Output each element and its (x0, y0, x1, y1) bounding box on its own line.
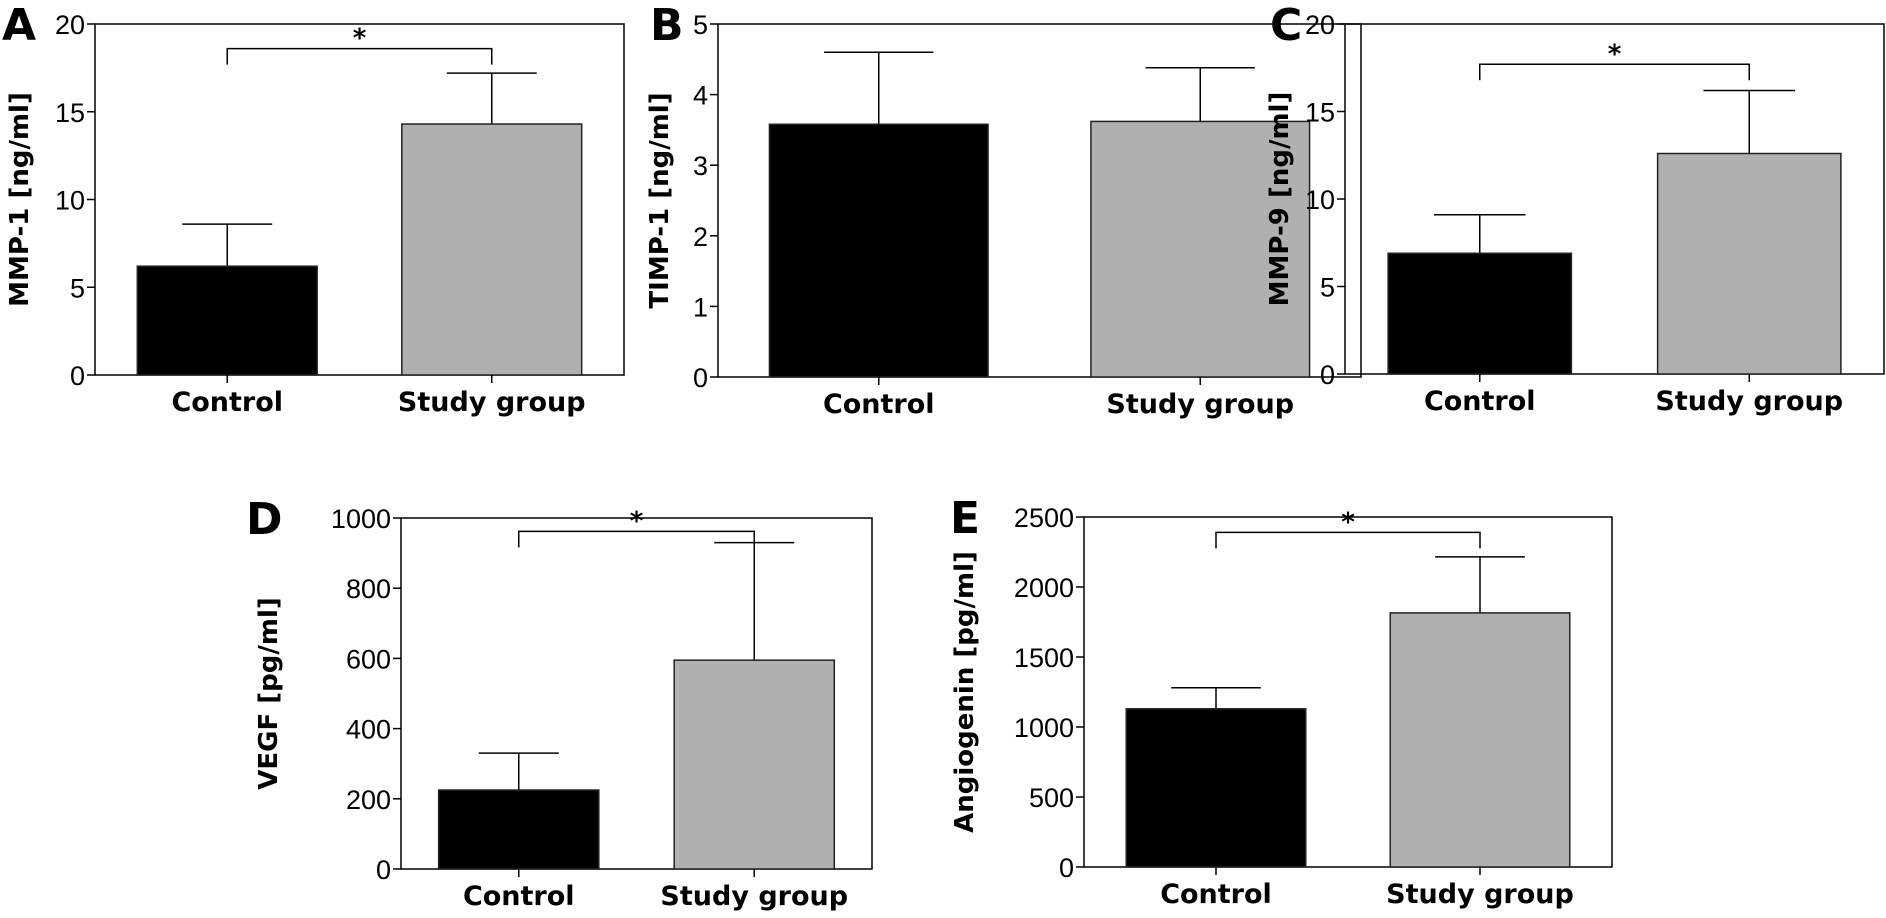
y-tick-label: 10 (1305, 185, 1335, 215)
panel-letter: E (950, 493, 980, 544)
y-tick-label: 0 (70, 361, 85, 391)
x-tick-label: Control (1160, 879, 1272, 910)
y-tick-label: 2 (693, 222, 708, 252)
y-axis-title: Angiogenin [pg/ml] (950, 551, 980, 833)
bar-control (136, 265, 318, 376)
plot-frame (717, 23, 1362, 378)
plot-frame (400, 517, 873, 870)
x-tick-label: Control (1424, 386, 1536, 417)
y-tick-label: 0 (376, 855, 391, 885)
x-tick-label: Control (171, 387, 283, 418)
bar-control (768, 123, 989, 378)
y-tick-label: 2500 (1014, 503, 1074, 533)
x-tick-label: Study group (398, 387, 586, 418)
y-tick-label: 400 (346, 715, 391, 745)
y-tick-label: 5 (693, 10, 708, 40)
y-tick-label: 2000 (1014, 573, 1074, 603)
y-tick-label: 0 (693, 363, 708, 393)
plot-frame (1083, 516, 1613, 868)
panel-letter: D (246, 494, 283, 545)
x-tick-label: Study group (1655, 386, 1843, 417)
significance-marker: * (353, 24, 367, 54)
y-tick-label: 0 (1320, 360, 1335, 390)
y-tick-label: 3 (693, 151, 708, 181)
y-tick-label: 5 (70, 273, 85, 303)
significance-bracket (1479, 63, 1750, 81)
bar-study-group (1090, 120, 1311, 378)
significance-marker: * (1341, 507, 1355, 537)
x-tick-label: Study group (1386, 879, 1574, 910)
y-axis-title: MMP-9 [ng/ml] (1265, 92, 1295, 307)
y-tick-label: 1500 (1014, 643, 1074, 673)
y-tick-label: 1 (693, 292, 708, 322)
y-tick-label: 20 (55, 10, 85, 40)
y-tick-label: 10 (55, 186, 85, 216)
panel-d: D 0 200 400 600 800 1000 VEGF [pg/ml] Control Stu… (246, 494, 873, 912)
y-tick-label: 1000 (331, 504, 391, 534)
y-tick-label: 15 (1305, 98, 1335, 128)
significance-bracket (518, 530, 755, 548)
y-tick-label: 20 (1305, 10, 1335, 40)
x-tick-label: Control (463, 881, 575, 912)
y-tick-label: 1000 (1014, 713, 1074, 743)
bar-control (1125, 708, 1307, 868)
y-tick-label: 500 (1029, 783, 1074, 813)
panel-e: E 0 500 1000 1500 2000 2500 Angiogenin [pg/ml] C… (950, 493, 1613, 910)
bar-study-group (1656, 152, 1842, 375)
panel-b: B 0 1 2 3 4 5 TIMP-1 [ng/ml] Control Study group (645, 0, 1362, 420)
significance-marker: * (1608, 39, 1622, 69)
y-tick-label: 15 (55, 98, 85, 128)
bar-study-group (1389, 612, 1571, 868)
panel-a: A 0 5 10 15 20 MMP-1 [ng/ml] Control Study group… (2, 0, 625, 418)
panel-letter: B (650, 0, 684, 51)
significance-bracket (1215, 531, 1481, 549)
panel-letter: C (1270, 0, 1302, 51)
bar-study-group (673, 659, 836, 870)
y-tick-label: 600 (346, 644, 391, 674)
y-tick-label: 5 (1320, 273, 1335, 303)
y-tick-label: 200 (346, 785, 391, 815)
y-axis-title: TIMP-1 [ng/ml] (645, 92, 675, 308)
panel-letter: A (2, 0, 36, 51)
y-tick-label: 4 (693, 81, 708, 111)
bar-control (437, 789, 600, 870)
x-tick-label: Control (823, 389, 935, 420)
bar-control (1387, 252, 1573, 375)
x-tick-label: Study group (1106, 389, 1294, 420)
panel-c: C 0 5 10 15 20 MMP-9 [ng/ml] Control Study group… (1265, 0, 1885, 417)
significance-marker: * (630, 506, 644, 536)
y-tick-label: 800 (346, 574, 391, 604)
bar-study-group (401, 123, 583, 376)
y-axis-title: VEGF [pg/ml] (254, 597, 284, 790)
significance-bracket (226, 47, 493, 65)
y-axis-title: MMP-1 [ng/ml] (5, 92, 35, 307)
x-tick-label: Study group (660, 881, 848, 912)
y-tick-label: 0 (1059, 853, 1074, 883)
